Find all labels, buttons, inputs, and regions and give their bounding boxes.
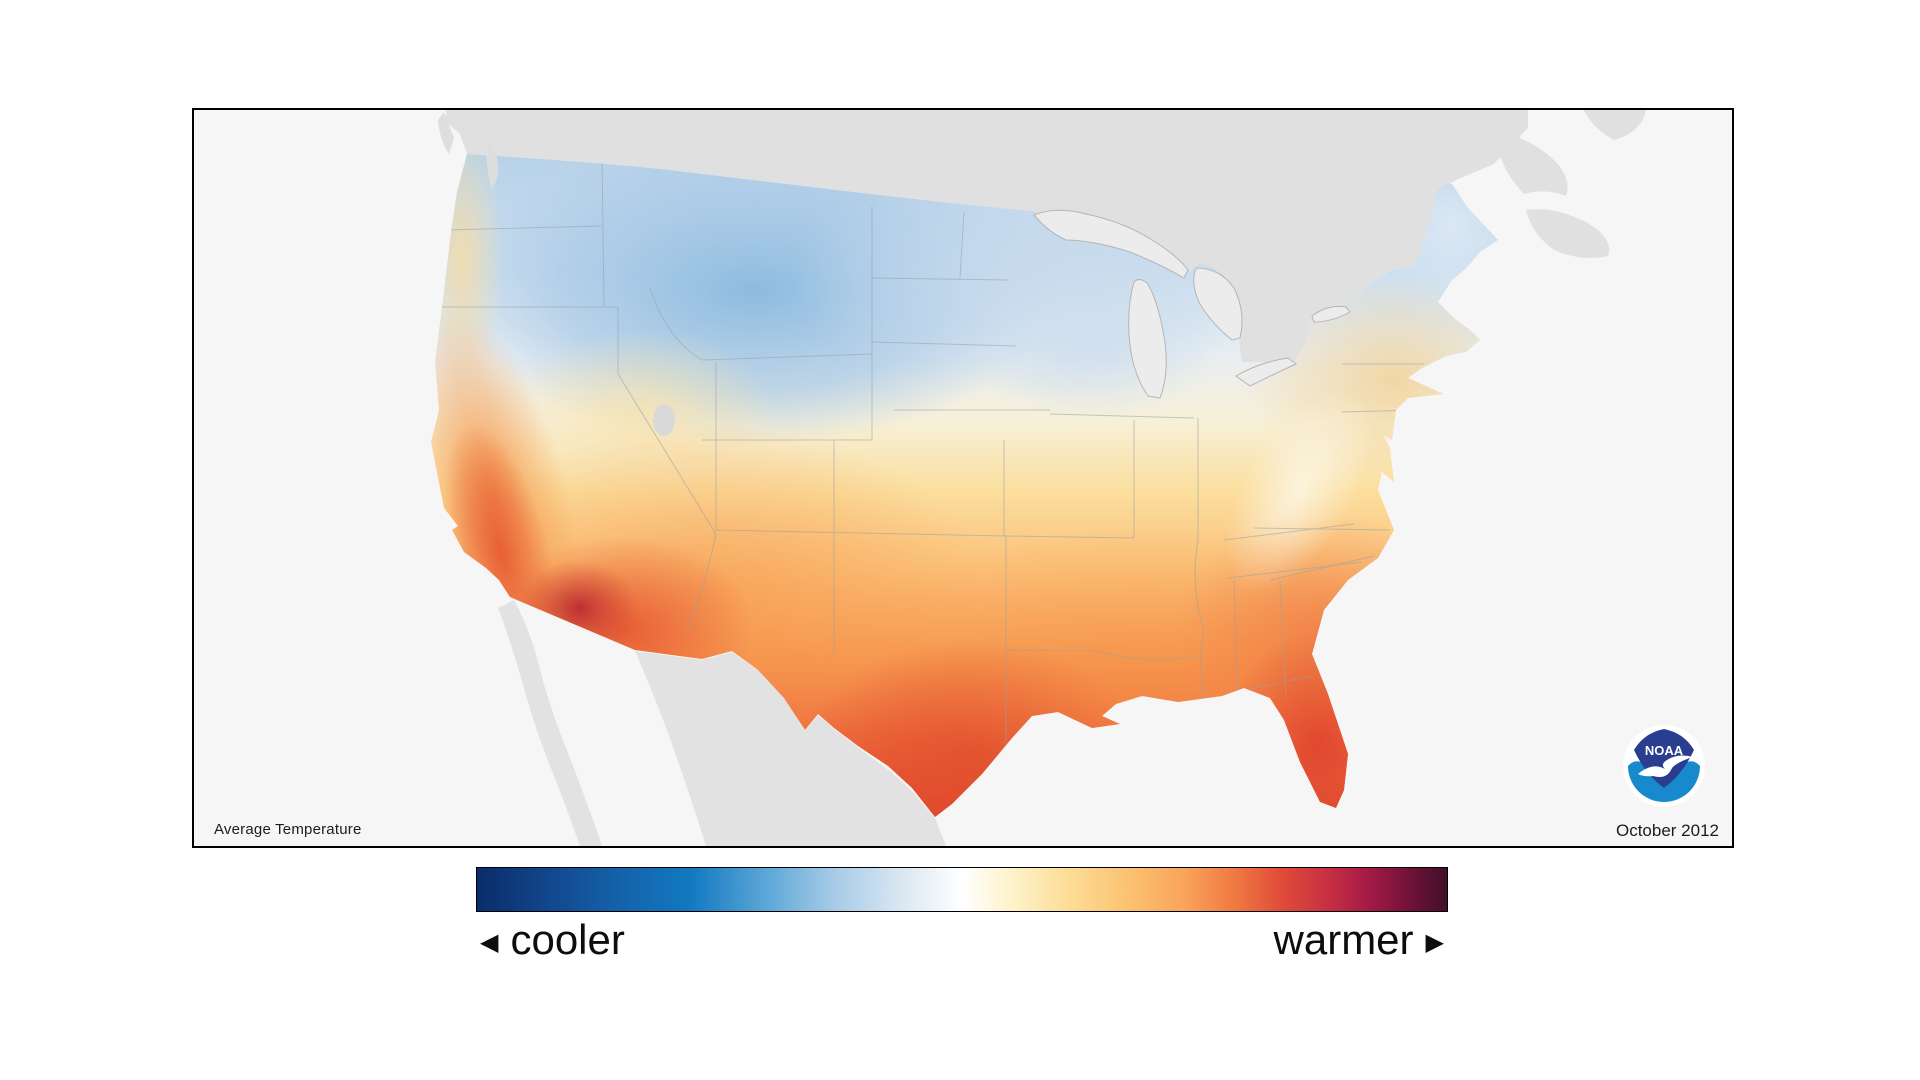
us-landmass — [431, 154, 1498, 817]
legend-cooler: ◀ cooler — [480, 916, 625, 964]
vancouver-island — [438, 112, 454, 154]
mexico-landmass — [635, 651, 946, 846]
canada-landmass — [446, 110, 1528, 362]
lake-ontario — [1311, 305, 1351, 323]
legend-colorbar — [476, 867, 1448, 912]
legend-warmer: warmer ▶ — [1274, 916, 1444, 964]
noaa-logo: NOAA — [1622, 724, 1706, 808]
lake-huron — [1193, 267, 1243, 341]
noaa-logo-graphic: NOAA — [1623, 725, 1705, 807]
lake-michigan — [1128, 278, 1167, 399]
right-arrow-icon: ▶ — [1425, 928, 1444, 957]
legend-labels: ◀ cooler warmer ▶ — [476, 916, 1448, 964]
state-boundaries — [432, 155, 1425, 752]
left-arrow-icon: ◀ — [480, 928, 499, 957]
puget-sound — [486, 140, 499, 190]
lake-superior — [1033, 209, 1189, 279]
island-landmass — [1584, 110, 1646, 140]
cooler-label: cooler — [510, 916, 625, 963]
great-salt-lake — [653, 404, 675, 436]
lake-erie — [1235, 357, 1297, 387]
baja-california-landmass — [498, 600, 602, 846]
warmer-label: warmer — [1273, 916, 1414, 963]
map-date: October 2012 — [1615, 821, 1719, 840]
map-title: Average Temperature — [214, 821, 362, 838]
map-panel: Average Temperature NOAA October 2012 — [192, 108, 1734, 848]
noaa-logo-text: NOAA — [1645, 743, 1684, 758]
noaa-seagull-icon — [1638, 755, 1693, 777]
us-temperature-map — [431, 110, 1646, 846]
nova-scotia-landmass — [1526, 209, 1610, 258]
new-brunswick-landmass — [1498, 132, 1568, 196]
great-lakes — [486, 140, 1351, 436]
